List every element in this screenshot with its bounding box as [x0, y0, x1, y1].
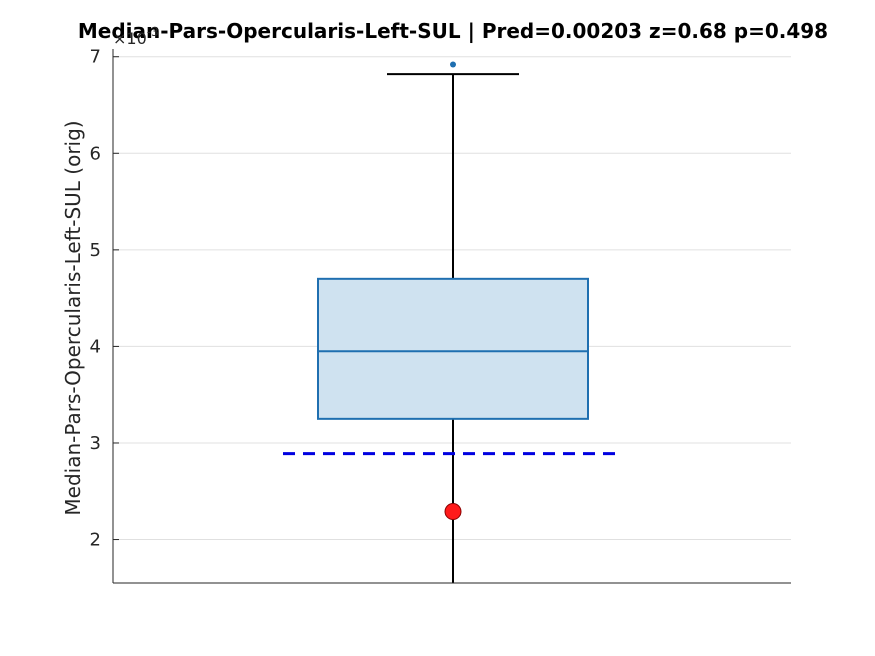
y-tick-label: 3 — [90, 433, 101, 454]
outlier-point — [450, 61, 456, 68]
y-tick-label: 5 — [90, 240, 101, 261]
y-tick-label: 4 — [90, 336, 101, 357]
chart-title: Median-Pars-Opercularis-Left-SUL | Pred=… — [78, 19, 828, 43]
y-tick-labels: 2 3 4 5 6 7 — [90, 47, 101, 551]
subject-marker — [444, 503, 462, 521]
y-tick-label: 2 — [90, 530, 101, 551]
y-axis-label: Median-Pars-Opercularis-Left-SUL (orig) — [61, 120, 85, 515]
box-plot — [283, 61, 623, 583]
y-axis-multiplier: ×10-3 — [113, 25, 159, 48]
axes — [112, 49, 791, 584]
y-tick-label: 6 — [90, 143, 101, 164]
interquartile-box — [317, 277, 589, 420]
y-tick-label: 7 — [90, 47, 101, 68]
